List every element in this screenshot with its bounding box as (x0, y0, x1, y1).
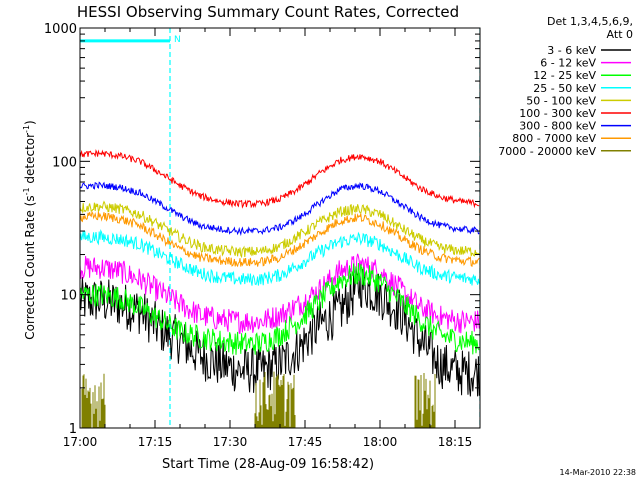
series-2-line (80, 262, 480, 355)
y-axis-label-part: detector (23, 133, 37, 188)
legend-entry-label: 7000 - 20000 keV (498, 145, 596, 158)
axes: 17:00 17:15 17:30 17:45 18:00 18:15 1 10 100 1000… (44, 22, 481, 449)
legend-entry-label: 100 - 300 keV (519, 107, 596, 120)
series-0-line (80, 266, 480, 397)
date-stamp: 14-Mar-2010 22:38 (560, 468, 637, 477)
night-marker-label: N (174, 35, 181, 45)
series-1-line (80, 253, 480, 335)
plot-area (80, 28, 595, 428)
y-tick-label: 10 (60, 289, 77, 304)
legend-header-line: Det 1,3,4,5,6,9, (547, 15, 633, 28)
x-tick-label: 17:45 (288, 435, 323, 449)
y-axis-label-part: Corrected Count Rate (s (23, 195, 37, 339)
series-6-line (80, 181, 480, 237)
y-tick-label: 1 (69, 422, 77, 437)
plot-content (80, 28, 595, 428)
series-3-line (80, 229, 480, 286)
series-4-line (80, 200, 480, 259)
legend-entry-label: 300 - 800 keV (519, 120, 596, 133)
x-tick-label: 17:15 (138, 435, 173, 449)
legend-entry-label: 12 - 25 keV (533, 69, 596, 82)
y-axis-label-sup: -1 (22, 125, 31, 133)
legend-entry-label: 6 - 12 keV (540, 57, 596, 70)
legend-entry-label: 50 - 100 keV (526, 94, 596, 107)
series-5-line (80, 148, 480, 209)
series-7-line (80, 210, 480, 268)
legend-entry-label: 3 - 6 keV (547, 44, 596, 57)
y-axis-label-part: ) (23, 120, 37, 125)
y-axis-label-sup: -1 (22, 187, 31, 195)
y-axis-label: Corrected Count Rate (s-1 detector-1) (22, 120, 37, 339)
chart-title: HESSI Observing Summary Count Rates, Cor… (77, 3, 459, 21)
x-tick-label: 18:00 (363, 435, 398, 449)
x-tick-label: 17:30 (213, 435, 248, 449)
legend-entry-label: 25 - 50 keV (533, 82, 596, 95)
x-tick-label: 17:00 (63, 435, 98, 449)
series-8-line (575, 381, 595, 428)
legend-entry-label: 800 - 7000 keV (512, 132, 596, 145)
x-axis-label: Start Time (28-Aug-09 16:58:42) (162, 457, 374, 472)
x-tick-label: 18:15 (438, 435, 473, 449)
series-8-line (254, 371, 296, 428)
series-8-line (414, 373, 436, 428)
legend-header-line: Att 0 (607, 28, 633, 41)
series-8-line (81, 373, 106, 428)
y-tick-label: 1000 (44, 22, 77, 37)
y-tick-label: 100 (52, 155, 77, 170)
